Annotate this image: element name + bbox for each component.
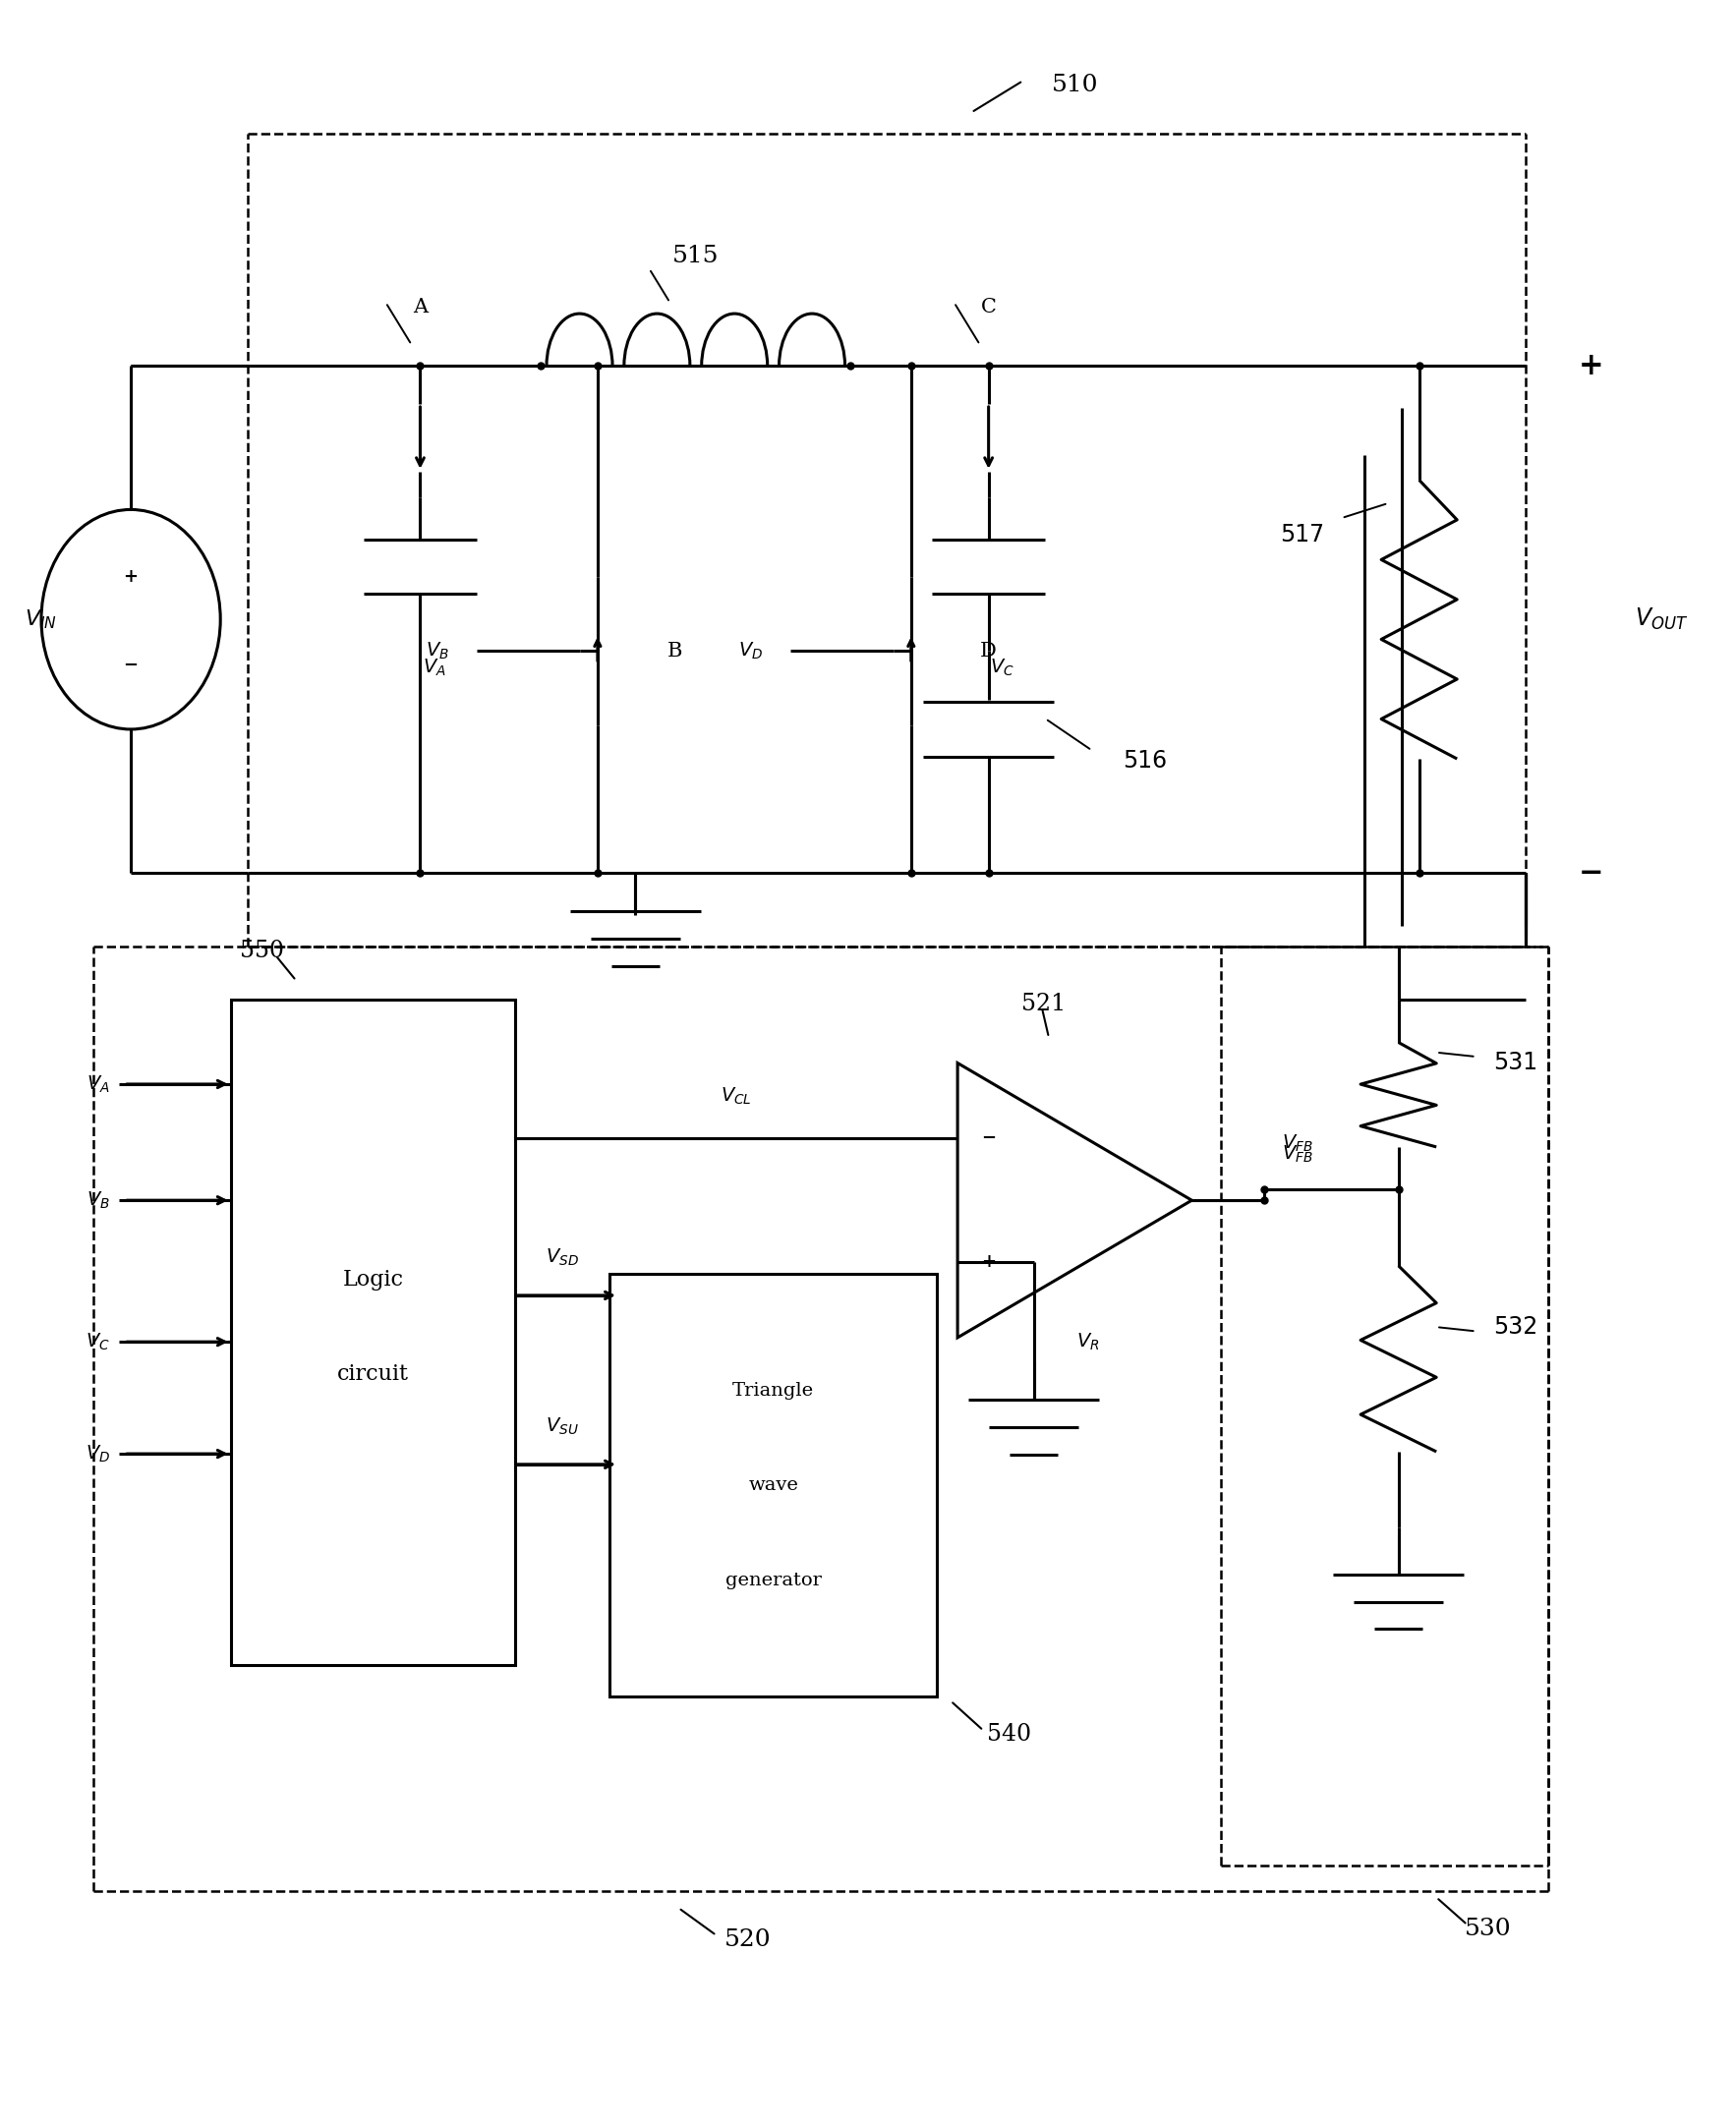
Text: $V_C$: $V_C$ (85, 1331, 109, 1352)
Text: 517: 517 (1279, 523, 1325, 546)
Text: $V_{OUT}$: $V_{OUT}$ (1635, 606, 1687, 631)
Text: 520: 520 (724, 1928, 771, 1952)
Text: −: − (1578, 857, 1604, 889)
Text: Triangle: Triangle (733, 1382, 814, 1399)
Text: 510: 510 (1052, 74, 1099, 96)
Text: −: − (981, 1129, 996, 1148)
Text: $V_A$: $V_A$ (87, 1074, 109, 1095)
Text: 550: 550 (240, 940, 285, 963)
Text: $V_{CL}$: $V_{CL}$ (720, 1086, 752, 1108)
Text: $V_{FB}$: $V_{FB}$ (1281, 1144, 1312, 1165)
Text: $V_{IN}$: $V_{IN}$ (24, 608, 57, 631)
Text: $V_{SU}$: $V_{SU}$ (545, 1416, 578, 1437)
Text: 531: 531 (1493, 1050, 1538, 1076)
Text: +: + (123, 568, 139, 587)
Text: B: B (668, 642, 682, 661)
Text: generator: generator (726, 1571, 821, 1590)
Text: $V_C$: $V_C$ (990, 657, 1014, 678)
Text: 515: 515 (672, 244, 719, 268)
Text: $V_{SD}$: $V_{SD}$ (545, 1246, 578, 1267)
Bar (231, 999, 516, 1665)
Text: +: + (981, 1252, 996, 1271)
Bar (609, 1273, 937, 1697)
Text: D: D (981, 642, 996, 661)
Text: +: + (1578, 351, 1604, 381)
Text: 532: 532 (1493, 1316, 1538, 1339)
Text: circuit: circuit (337, 1363, 408, 1386)
Text: $V_D$: $V_D$ (85, 1444, 109, 1465)
Text: $V_{FB}$: $V_{FB}$ (1281, 1133, 1312, 1154)
Text: 516: 516 (1123, 748, 1167, 772)
Text: $V_A$: $V_A$ (422, 657, 446, 678)
Text: $V_D$: $V_D$ (738, 640, 764, 661)
Text: −: − (123, 657, 139, 674)
Text: wave: wave (748, 1478, 799, 1495)
Text: $V_R$: $V_R$ (1076, 1331, 1101, 1352)
Text: $V_B$: $V_B$ (87, 1191, 109, 1212)
Text: $V_B$: $V_B$ (425, 640, 450, 661)
Text: 521: 521 (1021, 993, 1066, 1014)
Text: A: A (413, 298, 427, 317)
Text: 540: 540 (988, 1724, 1031, 1745)
Text: C: C (981, 298, 996, 317)
Text: 530: 530 (1465, 1918, 1512, 1941)
Text: Logic: Logic (342, 1269, 403, 1290)
